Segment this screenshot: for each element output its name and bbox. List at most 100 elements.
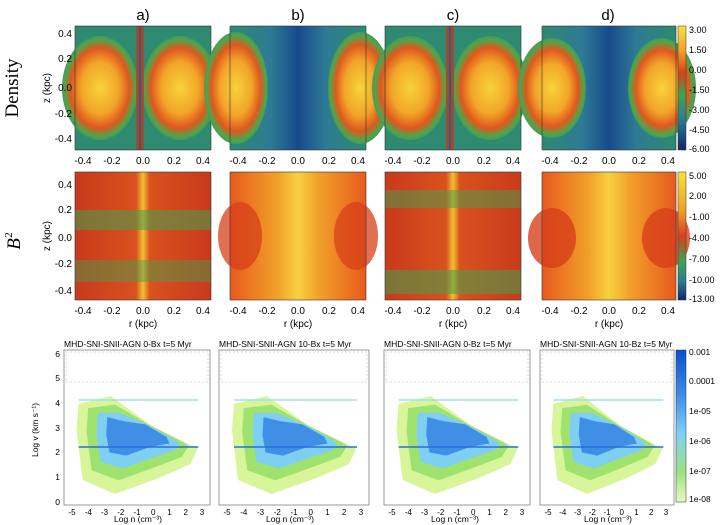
phase-cb-label: 1e-05 [689, 406, 711, 416]
b2-x-ticks-d: -0.4 -0.2 0.0 0.2 0.4 [541, 306, 675, 317]
phase-x-tick: -5 [388, 508, 396, 517]
phase-cb-label: 1e-06 [689, 436, 711, 446]
b2-cb-label: -13.00 [689, 294, 715, 304]
x-tick: 0.2 [167, 156, 181, 167]
phase-x-label-b: Log n (cm⁻³) [266, 514, 314, 524]
b2-z-label: z (kpc) [42, 221, 53, 251]
r-label-b: r (kpc) [284, 319, 312, 330]
b2-x-ticks-b: -0.4 -0.2 0.0 0.2 0.4 [229, 306, 365, 317]
z-tick: 0.0 [58, 83, 72, 94]
r-labels: r (kpc) r (kpc) r (kpc) r (kpc) [129, 319, 623, 330]
phase-x-label-c: Log n (cm⁻³) [431, 514, 479, 524]
phase-x-tick: 3 [664, 508, 669, 517]
x-tick: -0.4 [384, 306, 402, 317]
x-tick: 0.2 [167, 306, 181, 317]
density-map-d [518, 25, 696, 151]
phase-x-tick: 1 [167, 508, 172, 517]
x-tick: -0.4 [541, 156, 559, 167]
density-cb-label: 1.50 [689, 45, 707, 55]
row-label-b2-exp: 2 [3, 232, 15, 238]
z-tick: 0.2 [58, 54, 72, 65]
phase-x-tick: 1 [325, 508, 330, 517]
phase-title-a: MHD-SNI-SNII-AGN 0-Bx t=5 Myr [64, 339, 192, 349]
x-tick: 0.0 [446, 156, 460, 167]
y-tick: 2 [55, 447, 60, 457]
phase-x-tick: -1 [290, 508, 298, 517]
x-tick: 0.0 [136, 156, 150, 167]
phase-cb-label: 0.0001 [689, 376, 715, 386]
phase-x-tick: -3 [574, 508, 582, 517]
phase-x-labels: Log n (cm⁻³) Log n (cm⁻³) Log n (cm⁻³) L… [114, 514, 632, 524]
phase-x-label-a: Log n (cm⁻³) [114, 514, 162, 524]
z-tick: 0.0 [58, 233, 72, 244]
phase-x-tick: -2 [437, 508, 445, 517]
x-tick: -0.4 [74, 156, 92, 167]
x-tick: 0.0 [291, 156, 305, 167]
phase-x-tick: 3 [359, 508, 364, 517]
x-tick: 0.0 [602, 156, 616, 167]
y-tick: 6 [55, 349, 60, 359]
density-x-ticks-b: -0.4 -0.2 0.0 0.2 0.4 [229, 156, 365, 167]
phase-x-tick: 1 [634, 508, 639, 517]
x-tick: -0.4 [384, 156, 402, 167]
density-colorbar [677, 25, 687, 151]
b2-x-ticks-a: -0.4 -0.2 0.0 0.2 0.4 [74, 306, 210, 317]
x-tick: -0.2 [413, 156, 431, 167]
x-tick: 0.0 [446, 306, 460, 317]
b2-cb-label: -4.00 [689, 233, 710, 243]
density-map-c [372, 25, 528, 151]
phase-grid [65, 351, 209, 383]
z-tick: 0.4 [58, 180, 72, 191]
b2-map-c [384, 171, 522, 301]
x-tick: 0.0 [602, 306, 616, 317]
x-tick: -0.2 [413, 306, 431, 317]
phase-x-tick: 3 [200, 508, 205, 517]
x-tick: -0.2 [258, 156, 276, 167]
phase-x-tick: 3 [520, 508, 525, 517]
phase-y-ticks: 6 5 4 3 2 1 0 [55, 349, 60, 507]
x-tick: 0.2 [322, 156, 336, 167]
phase-x-tick: -1 [603, 508, 611, 517]
y-tick: 4 [55, 398, 60, 408]
phase-cb-label: 1e-07 [689, 466, 711, 476]
phase-cb-label: 1e-08 [689, 494, 711, 504]
b2-map-d [528, 171, 690, 301]
b2-colorbar-labels: 5.00 2.00 -1.00 -4.00 -7.00 -10.00 -13.0… [689, 171, 715, 304]
r-label-a: r (kpc) [129, 319, 157, 330]
x-tick: -0.2 [258, 306, 276, 317]
phase-grid [541, 351, 673, 383]
phase-x-tick: -4 [85, 508, 93, 517]
x-tick: 0.4 [351, 306, 365, 317]
b2-map-a [74, 171, 212, 301]
z-tick: -0.2 [55, 109, 73, 120]
phase-cb-label: 0.001 [689, 347, 711, 357]
z-tick: -0.2 [55, 259, 73, 270]
phase-x-tick: 0 [620, 508, 625, 517]
z-tick: 0.2 [58, 205, 72, 216]
x-tick: 0.2 [322, 306, 336, 317]
x-tick: 0.4 [506, 306, 520, 317]
phase-x-tick: -2 [589, 508, 597, 517]
b2-cb-label: 2.00 [689, 191, 707, 201]
x-tick: -0.4 [229, 156, 247, 167]
row-label-b2-base: B [4, 238, 25, 250]
x-tick: 0.2 [477, 156, 491, 167]
density-cb-label: 0.00 [689, 65, 707, 75]
phase-x-tick: 0 [471, 508, 476, 517]
phase-x-tick: -3 [101, 508, 109, 517]
phase-x-tick: 2 [184, 508, 189, 517]
phase-density-layer [106, 417, 170, 456]
panel-letter-b: b) [291, 7, 304, 24]
x-tick: -0.4 [541, 306, 559, 317]
density-x-ticks-c: -0.4 -0.2 0.0 0.2 0.4 [384, 156, 520, 167]
density-map-a [62, 25, 218, 151]
phase-grid [220, 351, 368, 383]
panel-letter-a: a) [136, 7, 149, 24]
phase-x-tick: -1 [453, 508, 461, 517]
phase-x-tick: -4 [559, 508, 567, 517]
phase-density-layer [262, 417, 328, 456]
density-x-ticks-a: -0.4 -0.2 0.0 0.2 0.4 [74, 156, 210, 167]
phase-x-tick: -3 [421, 508, 429, 517]
phase-x-tick: -2 [117, 508, 125, 517]
density-colorbar-labels: 3.00 1.50 0.00 -1.50 -3.00 -4.50 -6.00 [689, 25, 710, 154]
